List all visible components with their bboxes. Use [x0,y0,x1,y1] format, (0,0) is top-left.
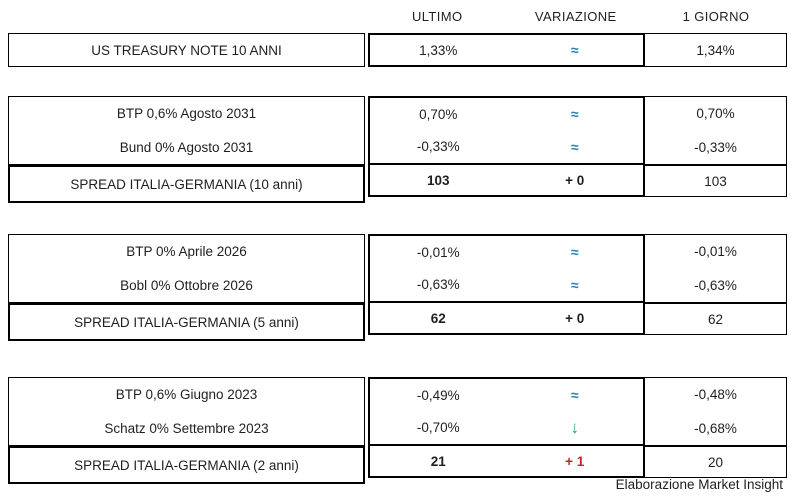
section-2-anni: BTP 0,6% Giugno 2023 Schatz 0% Settembre… [8,377,794,484]
btp-aprile-2026-label: BTP 0% Aprile 2026 [126,244,247,260]
spread-2-anni-variazione: + 1 [565,453,585,469]
bobl-ottobre-2026-label: Bobl 0% Ottobre 2026 [120,277,253,293]
approx-equal-icon: ≈ [570,244,579,261]
table-row: -0,33% ≈ [370,131,643,164]
spread-5-anni-variazione: + 0 [565,310,585,326]
source-credit: Elaborazione Market Insight [615,477,783,492]
btp-aprile-2026-ultimo: -0,01% [416,244,460,260]
table-row: 0,70% ≈ [370,98,643,131]
approx-equal-icon: ≈ [570,138,579,155]
table-row: -0,49% ≈ [370,379,643,412]
section-5-anni: BTP 0% Aprile 2026 Bobl 0% Ottobre 2026 … [8,234,794,341]
spread-5-anni-label: SPREAD ITALIA-GERMANIA (5 anni) [8,303,365,341]
btp-giugno-2023-label: BTP 0,6% Giugno 2023 [115,387,258,403]
spread-10-anni-label: SPREAD ITALIA-GERMANIA (10 anni) [8,165,365,203]
bobl-ottobre-2026-giorno: -0,63% [694,277,737,293]
approx-equal-icon: ≈ [570,106,579,123]
spread-10-anni-row: 103 + 0 [370,163,643,195]
us-treasury-label: US TREASURY NOTE 10 ANNI [8,33,365,67]
spread-2-anni-giorno: 20 [645,445,786,477]
approx-equal-icon: ≈ [570,276,579,293]
schatz-settembre-2023-ultimo: -0,70% [416,420,460,436]
spread-10-anni-giorno: 103 [645,164,786,196]
arrow-down-icon: ↓ [570,418,580,438]
table-row: -0,01% ≈ [370,236,643,269]
spread-5-anni-giorno: 62 [645,302,786,334]
spread-10-anni-ultimo: 103 [426,172,450,188]
btp-aprile-2026-giorno: -0,01% [694,244,737,260]
bund-agosto-2031-ultimo: -0,33% [416,139,460,155]
table-header: ULTIMO VARIAZIONE 1 GIORNO [8,6,794,26]
us-treasury-ultimo: 1,33% [419,42,458,58]
schatz-settembre-2023-label: Schatz 0% Settembre 2023 [104,420,269,436]
schatz-settembre-2023-giorno: -0,68% [694,420,737,436]
table-row: -0,70% ↓ [370,412,643,445]
table-row: -0,63% ≈ [370,269,643,302]
us-treasury-giorno: 1,34% [645,33,787,67]
spread-2-anni-ultimo: 21 [430,453,446,469]
bund-agosto-2031-label: Bund 0% Agosto 2031 [119,139,254,155]
spread-5-anni-ultimo: 62 [430,310,446,326]
bund-agosto-2031-giorno: -0,33% [694,139,737,155]
row-us-treasury: US TREASURY NOTE 10 ANNI 1,33% ≈ 1,34% [8,33,794,67]
column-header-variazione: VARIAZIONE [534,8,617,24]
bobl-ottobre-2026-ultimo: -0,63% [416,277,460,293]
spread-2-anni-row: 21 + 1 [370,444,643,476]
btp-agosto-2031-ultimo: 0,70% [419,106,458,122]
spread-5-anni-row: 62 + 0 [370,301,643,333]
btp-agosto-2031-giorno: 0,70% [696,106,735,122]
spread-10-anni-variazione: + 0 [565,172,585,188]
section-10-anni: BTP 0,6% Agosto 2031 Bund 0% Agosto 2031… [8,96,794,203]
column-header-ultimo: ULTIMO [411,8,463,24]
spread-2-anni-label: SPREAD ITALIA-GERMANIA (2 anni) [8,446,365,484]
approx-equal-icon: ≈ [570,42,579,58]
btp-giugno-2023-ultimo: -0,49% [416,387,460,403]
btp-agosto-2031-label: BTP 0,6% Agosto 2031 [116,106,257,122]
column-header-giorno: 1 GIORNO [682,8,750,24]
approx-equal-icon: ≈ [570,387,579,404]
btp-giugno-2023-giorno: -0,48% [694,387,737,403]
